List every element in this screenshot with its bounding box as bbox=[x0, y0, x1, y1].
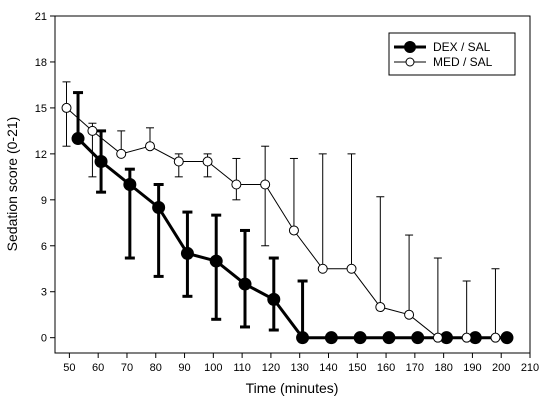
x-tick-label: 100 bbox=[204, 362, 222, 374]
data-point-med-sal bbox=[288, 225, 299, 236]
x-tick-label: 110 bbox=[233, 362, 251, 374]
series-med-sal bbox=[61, 81, 501, 343]
data-point-dex-sal bbox=[180, 246, 194, 260]
legend-marker-med-sal bbox=[405, 57, 415, 67]
data-point-dex-sal bbox=[296, 331, 310, 345]
legend-label-med-sal: MED / SAL bbox=[433, 55, 493, 69]
y-tick-label: 3 bbox=[41, 287, 47, 299]
data-point-med-sal bbox=[346, 263, 357, 274]
data-point-med-sal bbox=[61, 102, 72, 113]
series-line-med-sal bbox=[66, 107, 496, 339]
data-point-dex-sal bbox=[152, 200, 166, 214]
x-tick-label: 190 bbox=[463, 362, 481, 374]
data-point-dex-sal bbox=[353, 331, 367, 345]
data-point-dex-sal bbox=[267, 292, 281, 306]
data-point-dex-sal bbox=[209, 254, 223, 268]
data-point-dex-sal bbox=[238, 277, 252, 291]
y-axis-title: Sedation score (0-21) bbox=[4, 117, 20, 252]
x-tick-label: 180 bbox=[434, 362, 452, 374]
x-tick-label: 140 bbox=[319, 362, 337, 374]
series-layer bbox=[61, 81, 514, 345]
plot-frame bbox=[54, 15, 531, 354]
data-point-med-sal bbox=[490, 332, 501, 343]
data-point-dex-sal bbox=[123, 178, 137, 191]
x-tick-label: 90 bbox=[178, 362, 190, 374]
ticks-layer: 50 60 70 80 90 100 110 120 130 140 150 160 170 180 190… bbox=[35, 11, 539, 374]
data-point-dex-sal bbox=[94, 155, 108, 169]
data-point-med-sal bbox=[432, 332, 443, 343]
x-tick-label: 200 bbox=[492, 362, 510, 374]
series-dex-sal bbox=[71, 91, 514, 345]
x-tick-label: 170 bbox=[406, 362, 424, 374]
x-tick-label: 80 bbox=[150, 362, 162, 374]
x-tick-label: 150 bbox=[348, 362, 366, 374]
x-tick-label: 160 bbox=[377, 362, 395, 374]
x-tick-label: 60 bbox=[92, 362, 104, 374]
y-tick-label: 12 bbox=[35, 149, 47, 161]
data-point-med-sal bbox=[317, 263, 328, 274]
data-point-med-sal bbox=[375, 302, 386, 313]
y-tick-label: 0 bbox=[41, 333, 47, 345]
legend: DEX / SAL MED / SAL bbox=[388, 32, 516, 76]
data-point-med-sal bbox=[202, 156, 213, 167]
x-tick-label: 70 bbox=[121, 362, 133, 374]
legend-box bbox=[388, 32, 516, 76]
series-line-dex-sal bbox=[76, 137, 507, 340]
y-tick-label: 15 bbox=[35, 103, 47, 115]
x-tick-label: 210 bbox=[521, 362, 539, 374]
data-point-dex-sal bbox=[411, 331, 425, 345]
data-point-dex-sal bbox=[500, 331, 514, 345]
data-point-med-sal bbox=[231, 179, 242, 190]
data-point-med-sal bbox=[404, 309, 415, 320]
legend-label-dex-sal: DEX / SAL bbox=[433, 40, 491, 54]
y-tick-label: 21 bbox=[35, 11, 47, 23]
x-tick-label: 130 bbox=[291, 362, 309, 374]
y-tick-label: 9 bbox=[41, 195, 47, 207]
data-point-med-sal bbox=[87, 125, 98, 136]
data-point-med-sal bbox=[461, 332, 472, 343]
y-tick-label: 6 bbox=[41, 241, 47, 253]
data-point-dex-sal bbox=[382, 331, 396, 345]
data-point-med-sal bbox=[173, 156, 184, 167]
legend-marker-dex-sal bbox=[404, 41, 416, 53]
x-axis-title: Time (minutes) bbox=[246, 380, 339, 396]
data-point-med-sal bbox=[260, 179, 271, 190]
x-tick-label: 120 bbox=[262, 362, 280, 374]
data-point-dex-sal bbox=[324, 331, 338, 345]
x-tick-label: 50 bbox=[63, 362, 75, 374]
data-point-med-sal bbox=[145, 141, 155, 152]
data-point-dex-sal bbox=[71, 132, 85, 146]
data-point-med-sal bbox=[116, 148, 127, 159]
y-tick-label: 18 bbox=[35, 57, 47, 69]
